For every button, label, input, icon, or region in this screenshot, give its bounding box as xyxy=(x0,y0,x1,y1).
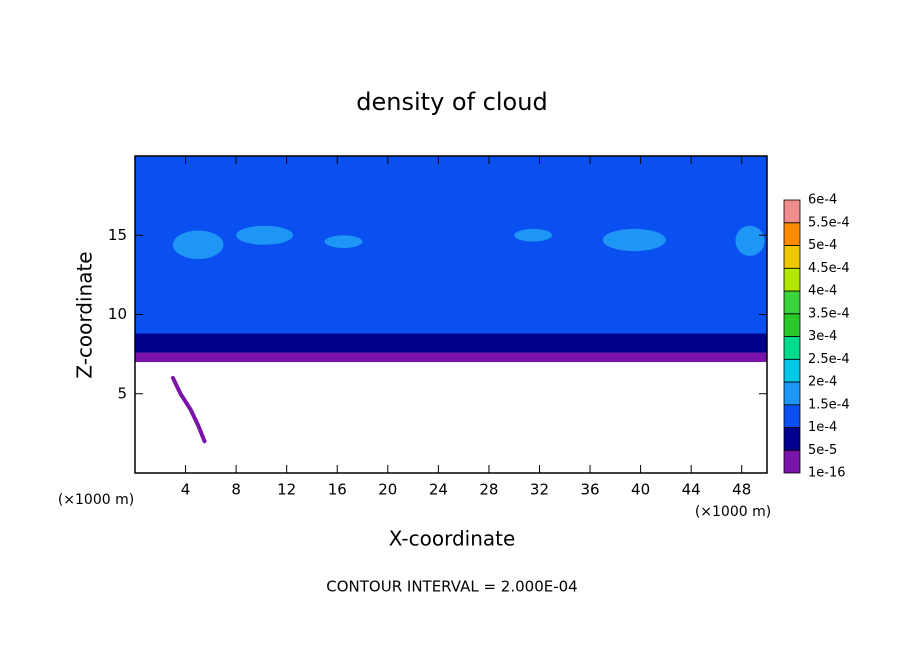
colorbar-label: 1.5e-4 xyxy=(808,397,850,412)
x-tick-label: 44 xyxy=(682,481,701,499)
x-tick-label: 12 xyxy=(277,481,296,499)
colorbar-label: 5e-5 xyxy=(808,443,837,458)
colorbar-label: 6e-4 xyxy=(808,193,837,208)
colorbar-label: 5e-4 xyxy=(808,238,837,253)
x-tick-label: 16 xyxy=(328,481,347,499)
colorbar-swatch xyxy=(783,245,801,269)
colorbar-swatch xyxy=(783,199,801,224)
y-tick-label: 15 xyxy=(108,226,127,244)
colorbar-label: 1e-16 xyxy=(808,466,846,481)
colorbar-label: 1e-4 xyxy=(808,420,837,435)
contour-patch xyxy=(172,230,224,260)
contour-layer xyxy=(135,352,767,363)
x-tick-label: 32 xyxy=(530,481,549,499)
colorbar-label: 5.5e-4 xyxy=(808,215,850,230)
x-unit: (×1000 m) xyxy=(695,504,771,520)
x-unit: (×1000 m) xyxy=(58,492,134,508)
colorbar-swatch xyxy=(783,222,801,246)
colorbar-label: 2.5e-4 xyxy=(808,352,850,367)
colorbar-label: 3e-4 xyxy=(808,329,837,344)
colorbar-swatch xyxy=(783,358,801,383)
colorbar-swatch xyxy=(783,381,801,406)
colorbar-label: 2e-4 xyxy=(808,375,837,390)
contour-patch xyxy=(602,228,666,252)
colorbar-label: 4.5e-4 xyxy=(808,261,850,276)
chart-title: density of cloud xyxy=(356,88,547,116)
colorbar-swatch xyxy=(783,267,801,292)
colorbar-swatch xyxy=(783,404,801,428)
contour-layer xyxy=(135,333,767,353)
contour-patch xyxy=(236,225,293,245)
contour-streak xyxy=(170,375,207,444)
x-tick-label: 40 xyxy=(631,481,650,499)
x-tick-label: 20 xyxy=(378,481,397,499)
y-tick-label: 5 xyxy=(117,384,127,402)
contour-patch xyxy=(324,235,363,248)
contour-patch xyxy=(514,228,553,242)
x-tick-label: 24 xyxy=(429,481,448,499)
y-tick-label: 10 xyxy=(108,305,127,323)
x-tick-label: 48 xyxy=(732,481,751,499)
colorbar-swatch xyxy=(783,427,801,451)
colorbar-label: 3.5e-4 xyxy=(808,306,850,321)
x-tick-label: 28 xyxy=(479,481,498,499)
colorbar-swatch xyxy=(783,313,801,337)
colorbar-swatch xyxy=(783,449,801,474)
contour-layer xyxy=(135,156,767,334)
contour-patch xyxy=(735,225,765,256)
colorbar-swatch xyxy=(783,336,801,360)
x-tick-label: 4 xyxy=(181,481,191,499)
y-axis-label: Z-coordinate xyxy=(73,251,97,378)
colorbar-label: 4e-4 xyxy=(808,284,837,299)
x-axis-label: X-coordinate xyxy=(389,527,516,551)
x-tick-label: 8 xyxy=(231,481,241,499)
x-tick-label: 36 xyxy=(580,481,599,499)
footer: CONTOUR INTERVAL = 2.000E-04 xyxy=(326,578,577,596)
colorbar-swatch xyxy=(783,290,801,315)
